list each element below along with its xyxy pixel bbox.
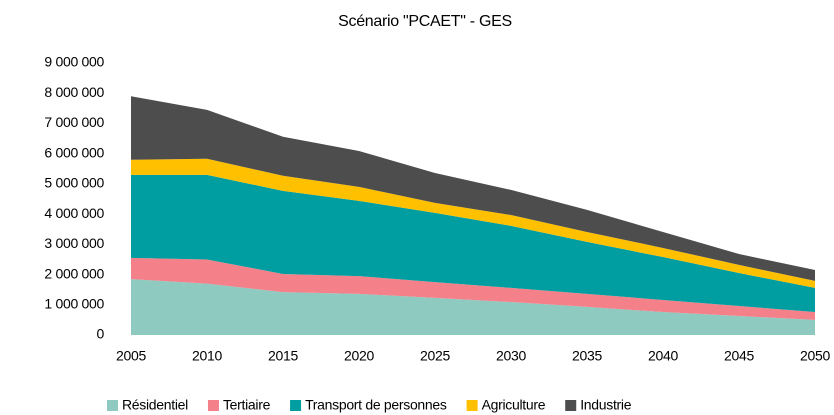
legend-swatch xyxy=(565,400,577,411)
area xyxy=(131,174,815,313)
area xyxy=(131,96,815,281)
y-tick-label: 7 000 000 xyxy=(44,114,104,130)
legend-label: Résidentiel xyxy=(122,397,188,413)
legend-label: Tertiaire xyxy=(223,397,271,413)
x-tick-label: 2030 xyxy=(496,348,526,364)
x-tick-label: 2045 xyxy=(724,348,754,364)
y-tick-label: 5 000 000 xyxy=(44,175,104,191)
y-tick-label: 4 000 000 xyxy=(44,205,104,221)
legend-label: Transport de personnes xyxy=(305,397,447,413)
x-tick-label: 2035 xyxy=(572,348,602,364)
area xyxy=(131,158,815,288)
y-tick-label: 6 000 000 xyxy=(44,144,104,160)
x-tick-label: 2040 xyxy=(648,348,678,364)
legend-swatch xyxy=(466,400,478,411)
x-tick-label: 2025 xyxy=(420,348,450,364)
area xyxy=(131,279,815,335)
y-tick-label: 9 000 000 xyxy=(44,54,104,70)
chart-title: Scénario "PCAET" - GES xyxy=(338,13,512,30)
y-tick-label: 3 000 000 xyxy=(44,235,104,251)
legend-swatch xyxy=(290,400,302,411)
x-tick-label: 2015 xyxy=(268,348,298,364)
x-tick-label: 2010 xyxy=(192,348,222,364)
area xyxy=(131,257,815,320)
y-tick-label: 1 000 000 xyxy=(44,295,104,311)
legend-swatch xyxy=(107,400,118,411)
x-tick-label: 2050 xyxy=(800,348,830,364)
x-tick-label: 2020 xyxy=(344,348,374,364)
y-tick-label: 8 000 000 xyxy=(44,84,104,100)
legend-label: Industrie xyxy=(580,397,632,413)
x-tick-label: 2005 xyxy=(116,348,146,364)
legend-label: Agriculture xyxy=(482,397,546,413)
y-tick-label: 0 xyxy=(97,326,105,342)
legend-swatch xyxy=(207,400,219,411)
y-tick-label: 2 000 000 xyxy=(44,265,104,281)
